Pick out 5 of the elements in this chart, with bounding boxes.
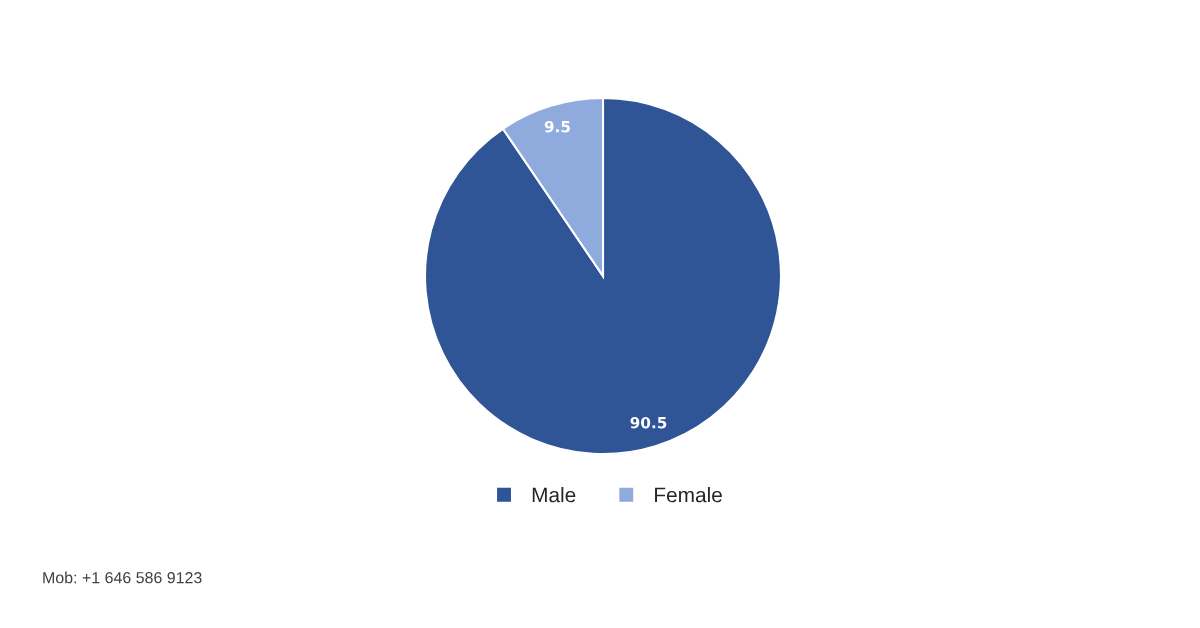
data-label: 9.5 (544, 120, 570, 133)
legend-label: Female (655, 486, 722, 503)
data-label: 90.5 (630, 416, 667, 429)
legend-label: Male (532, 486, 576, 503)
text: Mob: +1 646 586 9123 (43, 571, 202, 584)
